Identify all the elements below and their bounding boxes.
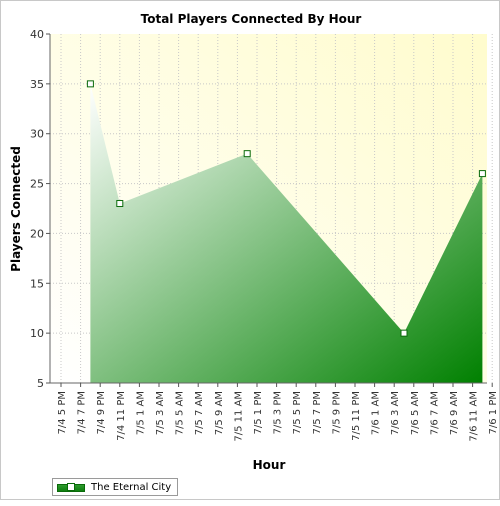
x-tick-label: 7/6 1 AM <box>371 391 382 435</box>
x-tick-label: 7/5 3 AM <box>155 391 166 435</box>
x-tick-label: 7/5 11 AM <box>233 391 244 442</box>
series-area <box>90 83 483 383</box>
x-tick-label: 7/6 7 AM <box>429 391 440 435</box>
x-tick-label: 7/6 5 AM <box>410 391 421 435</box>
y-tick-label: 35 <box>30 78 44 91</box>
x-tick-label: 7/6 11 AM <box>469 391 480 442</box>
x-axis-label: Hour <box>253 458 286 472</box>
y-tick-label: 10 <box>30 327 44 340</box>
data-point-marker <box>86 80 94 88</box>
legend: The Eternal City <box>52 478 179 496</box>
x-tick-label: 7/5 7 PM <box>312 391 323 434</box>
y-tick-label: 5 <box>37 377 44 390</box>
y-axis-label: Players Connected <box>9 146 23 272</box>
x-tick-label: 7/5 11 PM <box>351 391 362 441</box>
x-tick-label: 7/5 7 AM <box>194 391 205 435</box>
data-markers <box>86 80 486 337</box>
x-tick-label: 7/5 3 PM <box>273 391 284 434</box>
y-tick-label: 30 <box>30 128 44 141</box>
x-tick-label: 7/6 9 AM <box>449 391 460 435</box>
area-layer <box>90 83 483 383</box>
x-axis-ticks: 7/4 5 PM 7/4 7 PM 7/4 9 PM 7/4 11 PM 7/5 1 A… <box>57 383 499 442</box>
y-tick-label: 20 <box>30 227 44 240</box>
legend-swatch <box>57 482 85 492</box>
data-point-marker <box>400 329 408 337</box>
x-tick-label: 7/6 3 AM <box>390 391 401 435</box>
y-axis-ticks: 5 10 15 20 25 30 35 40 <box>30 28 50 390</box>
data-point-marker <box>243 150 251 158</box>
x-tick-label: 7/5 1 PM <box>253 391 264 434</box>
x-tick-label: 7/5 1 AM <box>135 391 146 435</box>
x-tick-label: 7/6 1 PM <box>488 391 499 434</box>
x-tick-label: 7/4 9 PM <box>96 391 107 434</box>
x-tick-label: 7/4 7 PM <box>77 391 88 434</box>
y-tick-label: 40 <box>30 28 44 41</box>
y-tick-label: 15 <box>30 277 44 290</box>
y-tick-label: 25 <box>30 178 44 191</box>
x-tick-label: 7/5 9 PM <box>331 391 342 434</box>
data-point-marker <box>478 170 486 178</box>
x-tick-label: 7/5 5 PM <box>292 391 303 434</box>
chart-title: Total Players Connected By Hour <box>141 12 362 26</box>
x-tick-label: 7/5 5 AM <box>175 391 186 435</box>
x-tick-label: 7/4 11 PM <box>116 391 127 441</box>
legend-label: The Eternal City <box>91 481 172 493</box>
x-tick-label: 7/4 5 PM <box>57 391 68 434</box>
data-point-marker <box>116 200 124 208</box>
x-tick-label: 7/5 9 AM <box>214 391 225 435</box>
